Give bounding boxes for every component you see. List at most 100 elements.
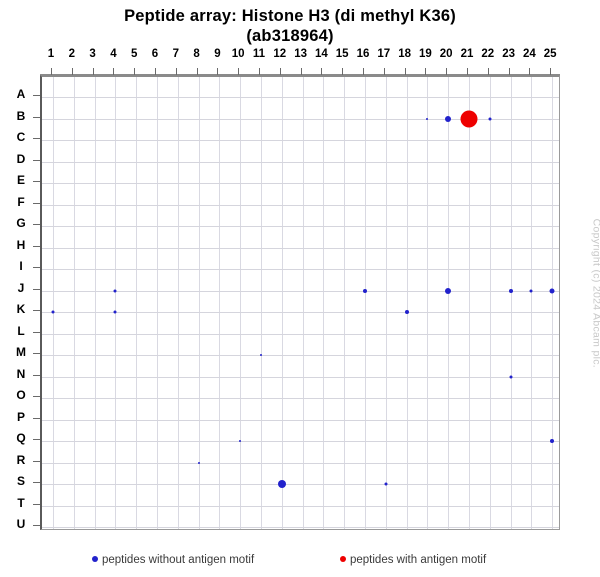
grid-line-vertical (261, 77, 262, 529)
y-axis-tick-label: G (16, 216, 26, 230)
x-axis-tick (404, 68, 406, 75)
grid-line-horizontal (42, 355, 559, 356)
x-axis-tick-label: 4 (110, 48, 117, 60)
grid-line-vertical (136, 77, 138, 529)
plot-area (40, 75, 560, 530)
data-point (509, 375, 513, 378)
x-axis-tick (71, 68, 73, 75)
y-axis-tick (33, 288, 40, 290)
y-axis-tick-label: T (17, 495, 25, 510)
y-axis-tick-label: R (16, 452, 26, 467)
x-axis-tick-label: 18 (398, 48, 411, 60)
x-axis-tick (363, 68, 364, 75)
legend-dot-blue-icon (92, 555, 98, 562)
y-axis-tick-label: A (16, 87, 26, 101)
x-axis-tick (217, 68, 219, 75)
grid-line-vertical (344, 77, 346, 529)
x-axis-tick-label: 2 (68, 48, 75, 60)
grid-line-vertical (53, 77, 54, 529)
grid-line-horizontal (42, 398, 559, 399)
data-point (51, 310, 55, 314)
grid-line-vertical (281, 77, 283, 529)
x-axis-tick-label: 19 (418, 48, 432, 60)
data-point (508, 288, 513, 293)
grid-line-vertical (94, 77, 96, 529)
x-axis-tick-label: 11 (252, 48, 266, 60)
y-axis-tick (33, 138, 40, 139)
grid-line-vertical (219, 77, 221, 529)
grid-line-horizontal (42, 505, 559, 507)
data-point (113, 310, 117, 314)
grid-line-vertical (552, 77, 554, 529)
y-axis-tick-label: K (16, 302, 26, 316)
x-axis-tick-label: 6 (151, 48, 159, 60)
grid-line-horizontal (42, 290, 559, 292)
x-axis-tick (383, 68, 385, 75)
y-axis-tick (33, 525, 40, 526)
grid-line-horizontal (42, 183, 559, 184)
grid-line-vertical (365, 77, 366, 529)
grid-line-vertical (73, 77, 75, 529)
grid-line-horizontal (42, 118, 559, 120)
y-axis-tick-label: I (19, 259, 23, 273)
y-axis-tick-label: D (16, 151, 26, 166)
y-axis-tick (33, 245, 40, 247)
x-axis-tick-label: 5 (130, 48, 138, 60)
x-axis-tick-label: 3 (89, 48, 96, 60)
x-axis-tick (487, 68, 489, 75)
chart-legend: peptides without antigen motif peptides … (0, 552, 575, 572)
y-axis-tick (33, 417, 40, 419)
chart-title-line1: Peptide array: Histone H3 (di methyl K36… (124, 7, 456, 25)
y-axis-tick (33, 95, 40, 96)
y-axis-tick-label: S (16, 474, 25, 488)
y-axis-tick-label: P (16, 409, 25, 424)
x-axis-tick (238, 68, 240, 75)
grid-line-horizontal (42, 247, 559, 249)
grid-line-vertical (198, 77, 200, 529)
y-axis-tick-label: U (16, 517, 26, 531)
y-axis-tick (33, 353, 40, 354)
x-axis-tick-label: 10 (231, 48, 245, 60)
x-axis-tick-label: 21 (460, 48, 474, 60)
grid-line-vertical (385, 77, 387, 529)
data-point (384, 482, 388, 486)
y-axis-tick (33, 439, 40, 440)
y-axis-tick (33, 331, 40, 333)
grid-line-horizontal (42, 97, 559, 98)
y-axis-tick (33, 267, 40, 268)
x-axis-tick (550, 68, 552, 75)
data-point (460, 110, 478, 127)
data-point (363, 288, 367, 293)
data-point (488, 117, 492, 120)
y-axis-tick (33, 460, 40, 462)
grid-line-horizontal (42, 140, 559, 141)
legend-item-with-motif: peptides with antigen motif (340, 554, 486, 566)
grid-line-vertical (427, 77, 429, 529)
y-axis-tick (33, 159, 40, 161)
x-axis-tick (446, 68, 448, 75)
x-axis-tick-label: 12 (273, 48, 287, 60)
data-point (404, 310, 409, 314)
grid-line-vertical (489, 77, 491, 529)
y-axis-tick (33, 224, 40, 225)
y-axis-tick (33, 116, 40, 118)
grid-line-horizontal (42, 376, 559, 378)
x-axis-tick-label: 23 (502, 48, 515, 60)
data-point (445, 287, 452, 294)
y-axis-tick-label: L (17, 323, 25, 338)
x-axis-tick-label: 7 (172, 48, 179, 60)
y-axis-tick-label: J (17, 280, 25, 295)
y-axis-tick (33, 503, 40, 505)
x-axis-tick (425, 68, 427, 75)
grid-line-vertical (531, 77, 533, 529)
grid-line-horizontal (42, 484, 559, 485)
data-point (277, 480, 286, 488)
grid-line-horizontal (42, 269, 559, 270)
x-axis-tick-label: 22 (481, 48, 495, 60)
y-axis-tick-label: F (17, 194, 25, 209)
data-point (445, 115, 452, 122)
y-axis-tick (33, 310, 40, 311)
x-axis-tick (279, 68, 281, 75)
grid-line-horizontal (42, 419, 559, 421)
